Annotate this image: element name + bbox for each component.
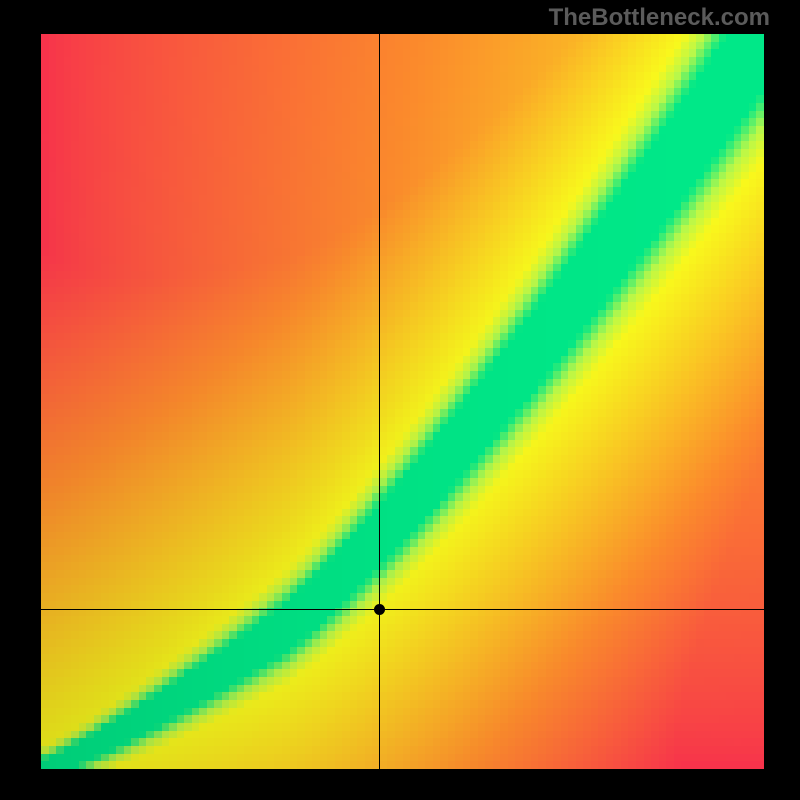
- chart-container: TheBottleneck.com: [0, 0, 800, 800]
- bottleneck-heatmap: [41, 34, 764, 769]
- watermark-text: TheBottleneck.com: [549, 4, 770, 32]
- selected-point-dot: [374, 604, 385, 615]
- crosshair-vertical: [379, 34, 380, 769]
- crosshair-horizontal: [41, 609, 764, 610]
